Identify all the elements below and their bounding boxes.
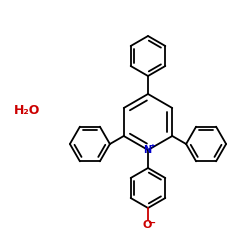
Text: −: − xyxy=(148,218,156,228)
Text: +: + xyxy=(150,144,156,150)
Text: N: N xyxy=(143,145,151,155)
Text: O: O xyxy=(143,220,152,230)
Text: H₂O: H₂O xyxy=(14,104,40,117)
